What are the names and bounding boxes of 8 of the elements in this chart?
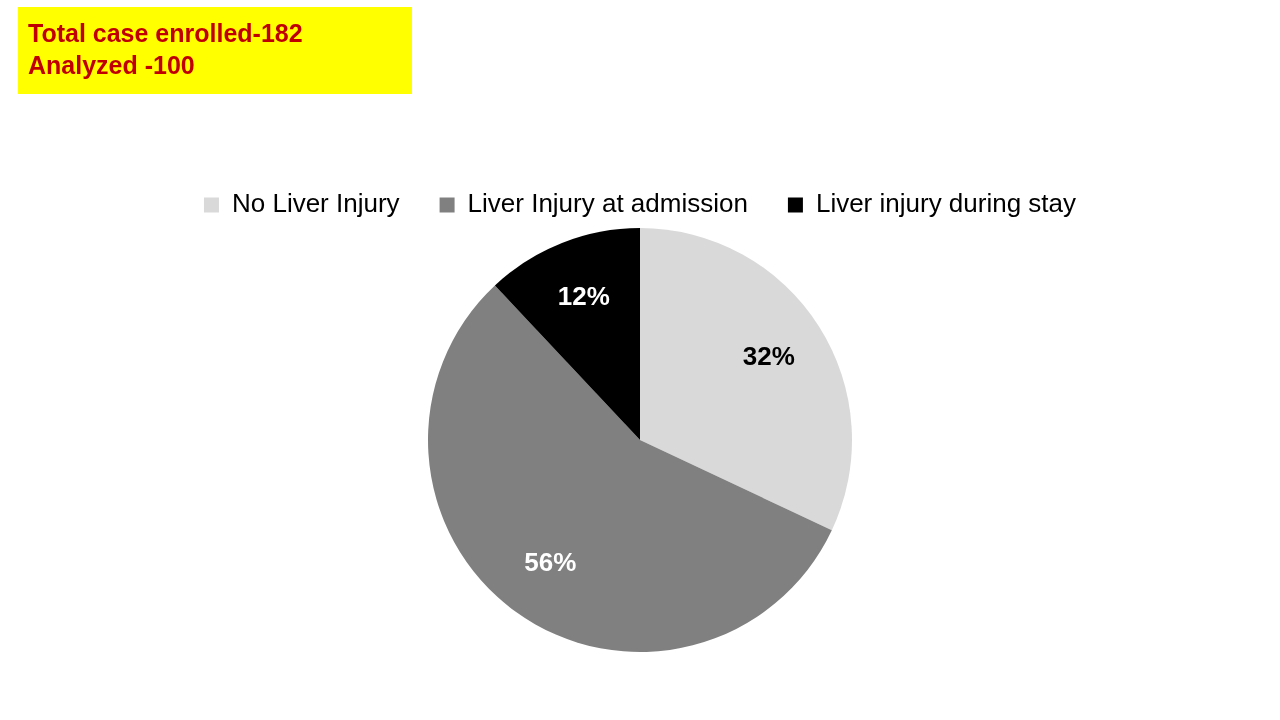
text: Total case enrolled-182 — [28, 18, 304, 49]
text: Analyzed -100 — [28, 50, 196, 81]
data-label: 32% — [742, 341, 795, 372]
legend-label: Liver Injury at admission — [467, 188, 748, 219]
data-label: 12% — [557, 281, 610, 312]
legend-label: Liver injury during stay — [815, 188, 1077, 219]
legend-label: No Liver Injury — [231, 188, 400, 219]
data-label: 56% — [524, 546, 577, 577]
